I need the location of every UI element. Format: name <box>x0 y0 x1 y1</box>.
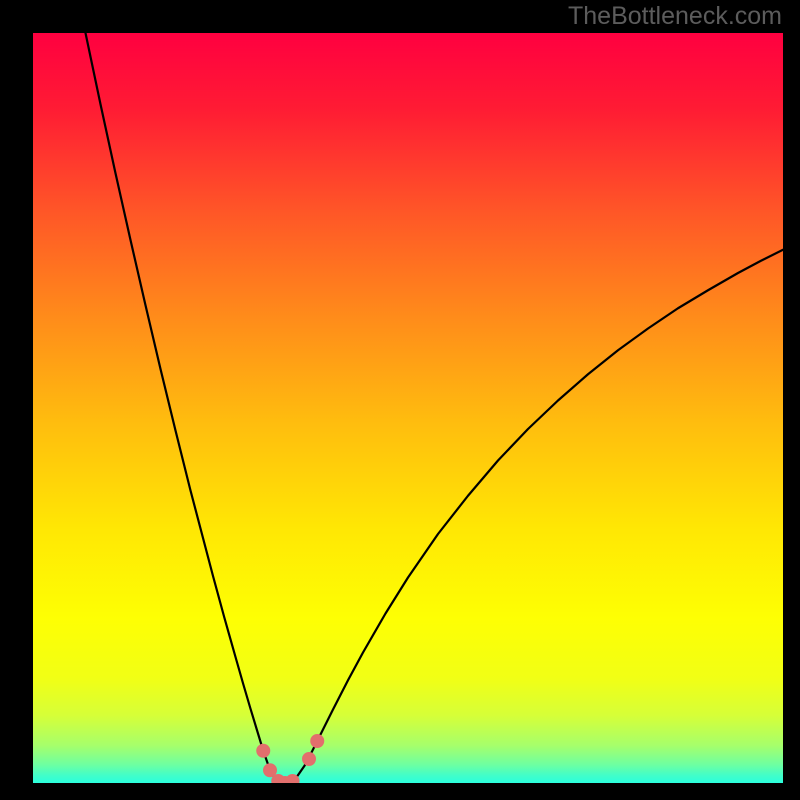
watermark-text: TheBottleneck.com <box>568 2 782 31</box>
plot-area <box>33 33 783 783</box>
marker-dot <box>257 744 270 757</box>
bottleneck-curve <box>86 33 784 783</box>
marker-dot <box>264 764 277 777</box>
curve-layer <box>33 33 783 783</box>
marker-dot <box>286 774 299 783</box>
marker-dot <box>303 753 316 766</box>
marker-dot <box>311 735 324 748</box>
